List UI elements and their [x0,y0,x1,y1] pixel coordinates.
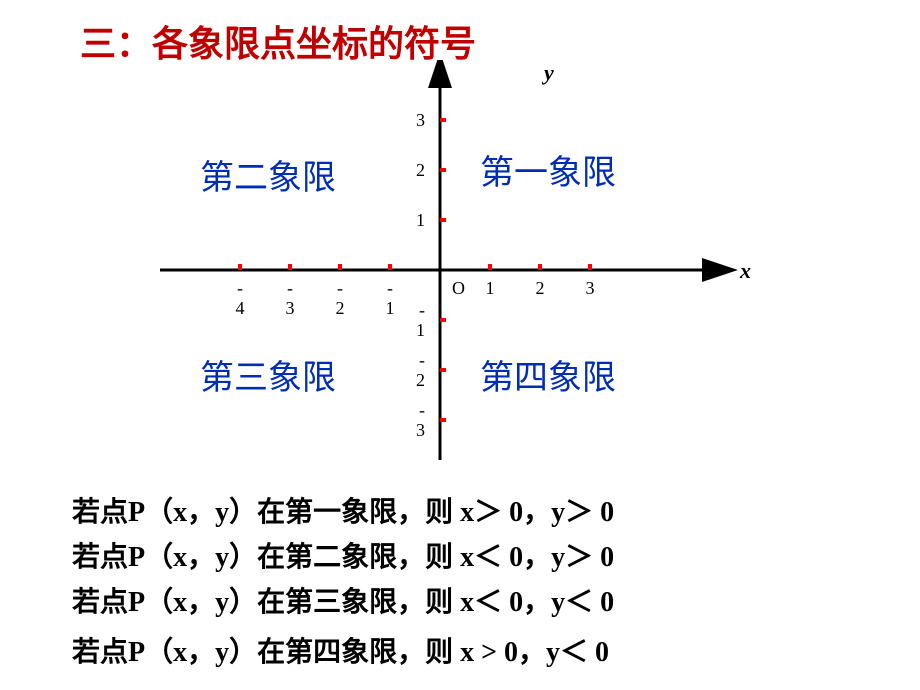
ytick-neg3: 3 [416,420,425,440]
quadrant-2-label: 第二象限 [200,150,336,199]
xtick-neg2-minus: - [337,278,343,298]
y-axis-label: y [544,60,554,86]
xtick-neg4-minus: - [237,278,243,298]
rule-q1: 若点P（x，y）在第一象限，则 x＞ 0，y＞ 0 [72,490,614,530]
xtick-neg4: 4 [236,298,245,318]
origin-label: O [452,278,465,298]
x-axis-label: x [740,258,751,284]
xtick-2: 2 [536,278,545,298]
ytick-1: 1 [416,210,425,230]
quadrant-1-label: 第一象限 [480,145,616,194]
xtick-neg2: 2 [336,298,345,318]
xtick-neg3: 3 [286,298,295,318]
xtick-neg1: 1 [386,298,395,318]
ytick-2: 2 [416,160,425,180]
coordinate-plane: - 4 - 3 - 2 - 1 1 2 3 1 2 3 - 1 - 2 - 3 … [100,60,820,480]
quadrant-3-label: 第三象限 [200,350,336,399]
ytick-neg2: 2 [416,370,425,390]
ytick-neg1-minus: - [419,300,425,320]
quadrant-4-label: 第四象限 [480,350,616,399]
rule-q4: 若点P（x，y）在第四象限，则 x > 0，y＜ 0 [72,630,609,670]
ytick-neg1: 1 [416,320,425,340]
xtick-3: 3 [586,278,595,298]
ytick-3: 3 [416,110,425,130]
rule-q3: 若点P（x，y）在第三象限，则 x＜ 0，y＜ 0 [72,580,614,620]
xtick-neg1-minus: - [387,278,393,298]
xtick-neg3-minus: - [287,278,293,298]
xtick-1: 1 [486,278,495,298]
ytick-neg2-minus: - [419,350,425,370]
rule-q2: 若点P（x，y）在第二象限，则 x＜ 0，y＞ 0 [72,535,614,575]
ytick-neg3-minus: - [419,400,425,420]
